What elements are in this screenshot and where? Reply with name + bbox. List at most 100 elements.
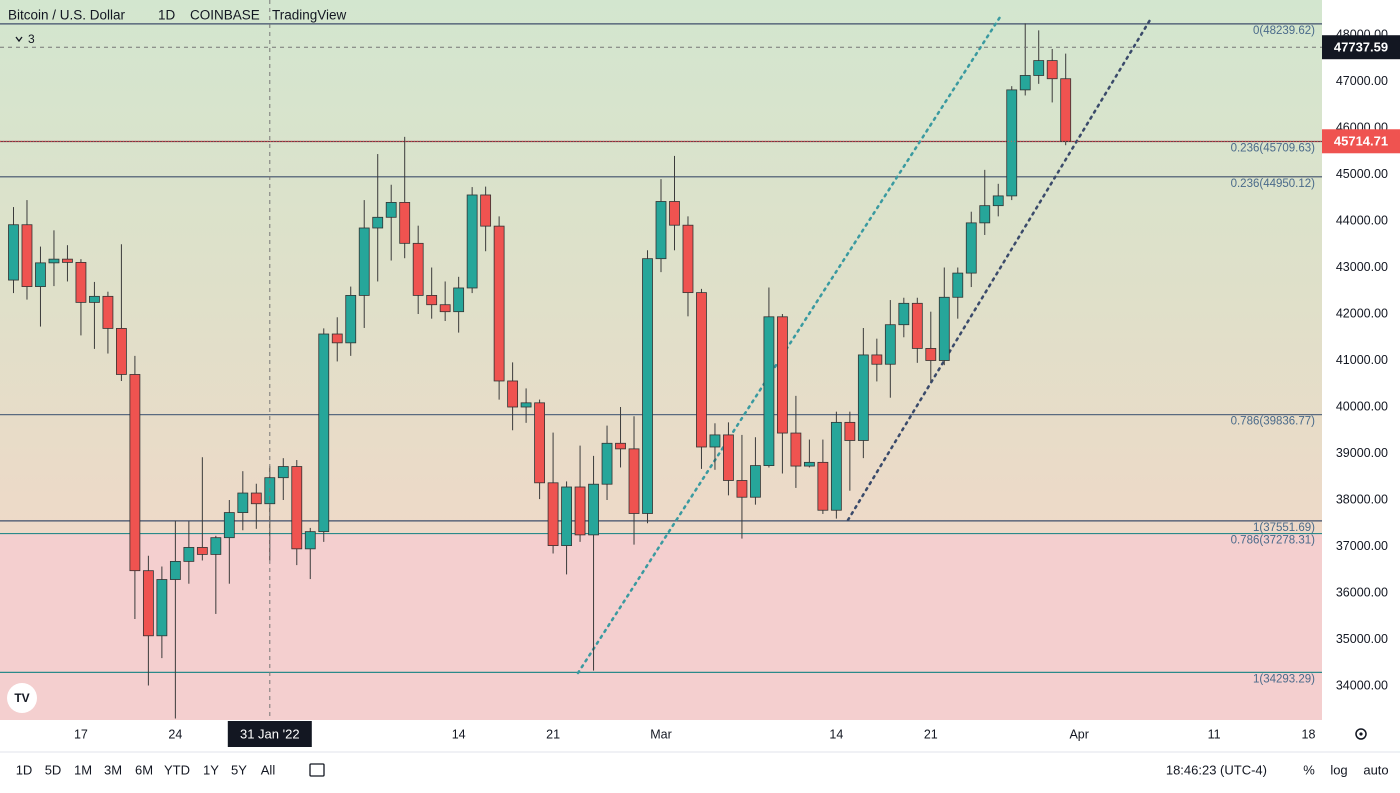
- y-tick-label: 43000.00: [1336, 260, 1388, 274]
- trend-line: [846, 18, 1152, 522]
- range-button[interactable]: 1D: [16, 762, 33, 777]
- logo[interactable]: [7, 683, 37, 713]
- fib-label: 0(48239.62): [1253, 25, 1315, 37]
- candle-body: [1019, 75, 1031, 91]
- auto-toggle[interactable]: auto: [1363, 762, 1388, 777]
- indicator-count[interactable]: 3: [28, 32, 35, 46]
- candle-body: [399, 202, 411, 244]
- candle-body: [237, 492, 249, 513]
- candle-body: [669, 201, 680, 226]
- candle-body: [183, 547, 195, 562]
- range-button[interactable]: 5D: [45, 762, 62, 777]
- range-button[interactable]: 3M: [104, 762, 122, 777]
- crosshair-price: 47737.59: [1334, 40, 1388, 55]
- y-tick-label: 35000.00: [1336, 632, 1388, 646]
- candle-body: [979, 205, 991, 224]
- fib-label: 0.786(37278.31): [1231, 535, 1316, 547]
- candle-body: [48, 258, 60, 264]
- candle-body: [116, 328, 127, 375]
- crosshair: [0, 0, 1322, 720]
- candle-body: [777, 316, 788, 434]
- y-tick-label: 36000.00: [1336, 585, 1388, 599]
- candle-body: [466, 194, 478, 289]
- crosshair-date-box: [227, 721, 312, 747]
- exchange: COINBASE: [190, 8, 260, 23]
- candle-body: [291, 466, 303, 550]
- x-tick-label: 11: [1208, 727, 1221, 741]
- x-tick-label: Apr: [1069, 727, 1088, 741]
- candle-body: [102, 295, 114, 329]
- candle-body: [615, 442, 626, 450]
- fib-label: 0.236(44950.12): [1231, 178, 1316, 190]
- fib-levels: 0(48239.62) 0.236(45709.63) 0.236(44950.12…: [0, 23, 1322, 685]
- y-tick-label: 45000.00: [1336, 167, 1388, 181]
- crosshair-date: 31 Jan '22: [240, 726, 300, 741]
- candle-body: [277, 466, 289, 479]
- candle-body: [1046, 60, 1058, 80]
- last-price-box: [1322, 129, 1400, 154]
- calendar-icon[interactable]: [309, 763, 325, 777]
- price-axis: [1322, 0, 1400, 752]
- candle-body: [736, 480, 748, 498]
- candle-body: [911, 302, 923, 349]
- zone-background: [0, 533, 1322, 720]
- x-tick-label: 18: [1302, 727, 1316, 741]
- log-toggle[interactable]: log: [1330, 762, 1347, 777]
- candle-body: [628, 448, 640, 514]
- time-axis: [0, 720, 1322, 752]
- candle-body: [439, 304, 451, 313]
- candle-body: [844, 421, 856, 441]
- candle-body: [1006, 89, 1018, 197]
- candle-body: [763, 316, 775, 467]
- y-tick-label: 47000.00: [1336, 74, 1388, 88]
- axes: 34000.00 35000.00 36000.00 37000.00 38000.00…: [74, 27, 1400, 747]
- interval: 1D: [158, 8, 176, 23]
- x-tick-label: 17: [74, 727, 88, 741]
- candle-body: [453, 287, 465, 313]
- collapse-icon[interactable]: [15, 36, 23, 43]
- candle-body: [21, 224, 33, 287]
- candle-body: [1060, 78, 1072, 142]
- toolbar: 18:46:23 (UTC-4) % log auto 1D 5D 1M 3M 6M YT…: [16, 762, 1389, 777]
- candle-body: [723, 434, 734, 481]
- candle-body: [75, 261, 87, 303]
- candle-body: [169, 560, 181, 580]
- last-price: 45714.71: [1334, 134, 1388, 149]
- source: TradingView: [272, 8, 347, 23]
- candle-body: [655, 201, 667, 260]
- range-button[interactable]: 1M: [74, 762, 92, 777]
- y-tick-label: 37000.00: [1336, 539, 1388, 553]
- candle-body: [345, 295, 357, 344]
- candle-body: [385, 202, 397, 218]
- fib-label: 1(34293.29): [1253, 673, 1315, 685]
- candle-body: [534, 402, 545, 484]
- range-button[interactable]: 6M: [135, 762, 153, 777]
- candle-body: [709, 434, 721, 448]
- candle-body: [196, 547, 208, 555]
- candle-body: [210, 537, 222, 555]
- candle-body: [965, 222, 977, 274]
- candle-body: [35, 262, 46, 287]
- plot-area: 0(48239.62) 0.236(45709.63) 0.236(44950.12…: [0, 0, 1322, 720]
- x-tick-label: 21: [924, 727, 938, 741]
- x-tick-label: 14: [829, 727, 843, 741]
- x-tick-label: 14: [452, 727, 466, 741]
- y-tick-label: 42000.00: [1336, 306, 1388, 320]
- range-button[interactable]: 1Y: [203, 762, 219, 777]
- candle-body: [830, 421, 842, 511]
- percent-toggle[interactable]: %: [1303, 762, 1315, 777]
- range-button[interactable]: 5Y: [231, 762, 247, 777]
- crosshair-price-box: [1322, 35, 1400, 60]
- y-tick-label: 39000.00: [1336, 446, 1388, 460]
- candle-body: [304, 531, 316, 550]
- candle-body: [588, 483, 599, 536]
- range-button[interactable]: All: [261, 762, 276, 777]
- candle-body: [1033, 60, 1045, 76]
- settings-icon[interactable]: [1355, 728, 1367, 740]
- candle-body: [601, 442, 613, 485]
- candle-body: [952, 272, 964, 298]
- y-tick-label: 40000.00: [1336, 399, 1388, 413]
- range-button[interactable]: YTD: [164, 762, 190, 777]
- candle-body: [574, 486, 586, 536]
